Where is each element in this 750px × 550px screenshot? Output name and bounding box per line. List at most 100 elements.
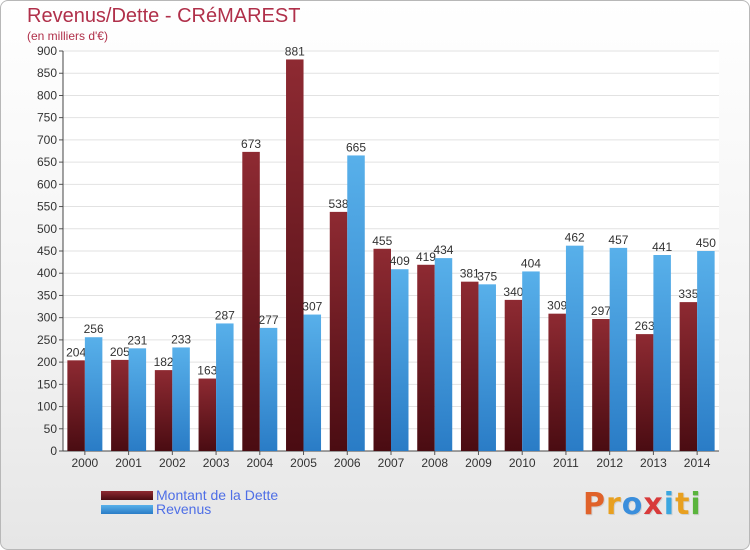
data-label: 538 <box>329 197 349 211</box>
y-tick-label: 250 <box>37 333 57 347</box>
data-label: 404 <box>521 256 541 270</box>
bar-revenus <box>303 314 322 451</box>
bar-revenus <box>522 271 540 451</box>
y-tick-label: 900 <box>37 44 57 58</box>
y-tick-label: 200 <box>37 355 57 369</box>
bar-revenus <box>84 337 103 451</box>
data-label: 277 <box>259 313 279 327</box>
data-label: 457 <box>608 233 628 247</box>
bar-revenus <box>565 245 584 451</box>
data-label: 256 <box>84 322 104 336</box>
x-tick-label: 2003 <box>203 456 230 470</box>
data-label: 665 <box>346 140 366 154</box>
data-label: 462 <box>565 231 585 245</box>
data-label: 450 <box>696 236 716 250</box>
x-tick-label: 2005 <box>290 456 317 470</box>
data-label: 340 <box>503 285 523 299</box>
x-tick-label: 2011 <box>553 456 579 470</box>
bar-revenus <box>653 255 671 451</box>
data-label: 434 <box>433 243 453 257</box>
bar-dette <box>504 299 523 451</box>
legend-swatch-dette <box>101 491 153 500</box>
bar-revenus <box>609 247 628 451</box>
data-label: 441 <box>652 240 672 254</box>
bar-revenus <box>434 258 453 451</box>
data-label: 287 <box>215 308 235 322</box>
bar-revenus <box>259 327 278 451</box>
x-tick-label: 2013 <box>640 456 667 470</box>
bar-dette <box>198 378 217 451</box>
data-label: 673 <box>241 137 261 151</box>
bar-dette <box>242 151 260 451</box>
bar-dette <box>548 313 566 451</box>
x-tick-label: 2000 <box>72 456 99 470</box>
x-tick-label: 2014 <box>684 456 711 470</box>
y-tick-label: 350 <box>37 288 57 302</box>
data-label: 409 <box>390 254 410 268</box>
x-tick-label: 2010 <box>509 456 536 470</box>
data-label: 375 <box>477 269 497 283</box>
data-label: 163 <box>197 364 217 378</box>
bar-revenus <box>697 251 715 451</box>
bar-dette <box>417 264 435 451</box>
x-tick-label: 2007 <box>378 456 405 470</box>
bar-dette <box>67 360 85 451</box>
bar-dette <box>635 334 654 451</box>
bar-revenus <box>216 323 234 451</box>
y-tick-label: 100 <box>37 400 57 414</box>
bar-dette <box>111 359 129 451</box>
chart-title: Revenus/Dette - CRéMAREST <box>27 5 301 27</box>
x-tick-label: 2009 <box>465 456 492 470</box>
data-label: 204 <box>66 345 86 359</box>
x-tick-label: 2006 <box>334 456 361 470</box>
data-label: 297 <box>591 304 611 318</box>
legend-swatch-revenus <box>101 505 153 514</box>
y-tick-label: 0 <box>50 444 57 458</box>
y-tick-label: 300 <box>37 311 57 325</box>
bar-revenus <box>128 348 147 451</box>
data-label: 231 <box>127 333 147 347</box>
bar-dette <box>329 211 348 451</box>
proxiti-logo: Proxiti <box>583 487 702 522</box>
chart-subtitle: (en milliers d'€) <box>27 29 108 43</box>
data-label: 307 <box>302 300 322 314</box>
bar-dette <box>286 59 304 451</box>
x-tick-label: 2002 <box>159 456 186 470</box>
bar-dette <box>373 248 391 451</box>
data-label: 263 <box>635 319 655 333</box>
bar-revenus <box>172 347 190 451</box>
y-tick-label: 450 <box>37 244 57 258</box>
y-tick-label: 550 <box>37 200 57 214</box>
data-label: 205 <box>110 345 130 359</box>
y-tick-label: 400 <box>37 266 57 280</box>
data-label: 182 <box>154 355 174 369</box>
data-label: 381 <box>460 267 480 281</box>
x-tick-label: 2008 <box>421 456 448 470</box>
data-label: 419 <box>416 250 436 264</box>
bar-dette <box>592 319 610 451</box>
y-tick-label: 650 <box>37 155 57 169</box>
bar-dette <box>154 370 173 451</box>
y-tick-label: 50 <box>44 422 58 436</box>
y-tick-label: 800 <box>37 88 57 102</box>
legend-label-dette: Montant de la Dette <box>156 487 279 503</box>
data-label: 309 <box>547 299 567 313</box>
bar-dette <box>679 302 698 451</box>
bar-revenus <box>391 269 409 451</box>
data-label: 233 <box>171 332 191 346</box>
bar-dette <box>460 281 479 451</box>
data-label: 455 <box>372 234 392 248</box>
legend-label-revenus: Revenus <box>156 501 212 517</box>
y-tick-label: 500 <box>37 222 57 236</box>
y-tick-label: 750 <box>37 111 57 125</box>
y-tick-label: 700 <box>37 133 57 147</box>
x-tick-label: 2001 <box>115 456 142 470</box>
y-tick-label: 600 <box>37 177 57 191</box>
x-tick-label: 2004 <box>246 456 273 470</box>
y-tick-label: 850 <box>37 66 57 80</box>
data-label: 335 <box>678 287 698 301</box>
data-label: 881 <box>285 44 305 58</box>
y-tick-label: 150 <box>37 377 57 391</box>
